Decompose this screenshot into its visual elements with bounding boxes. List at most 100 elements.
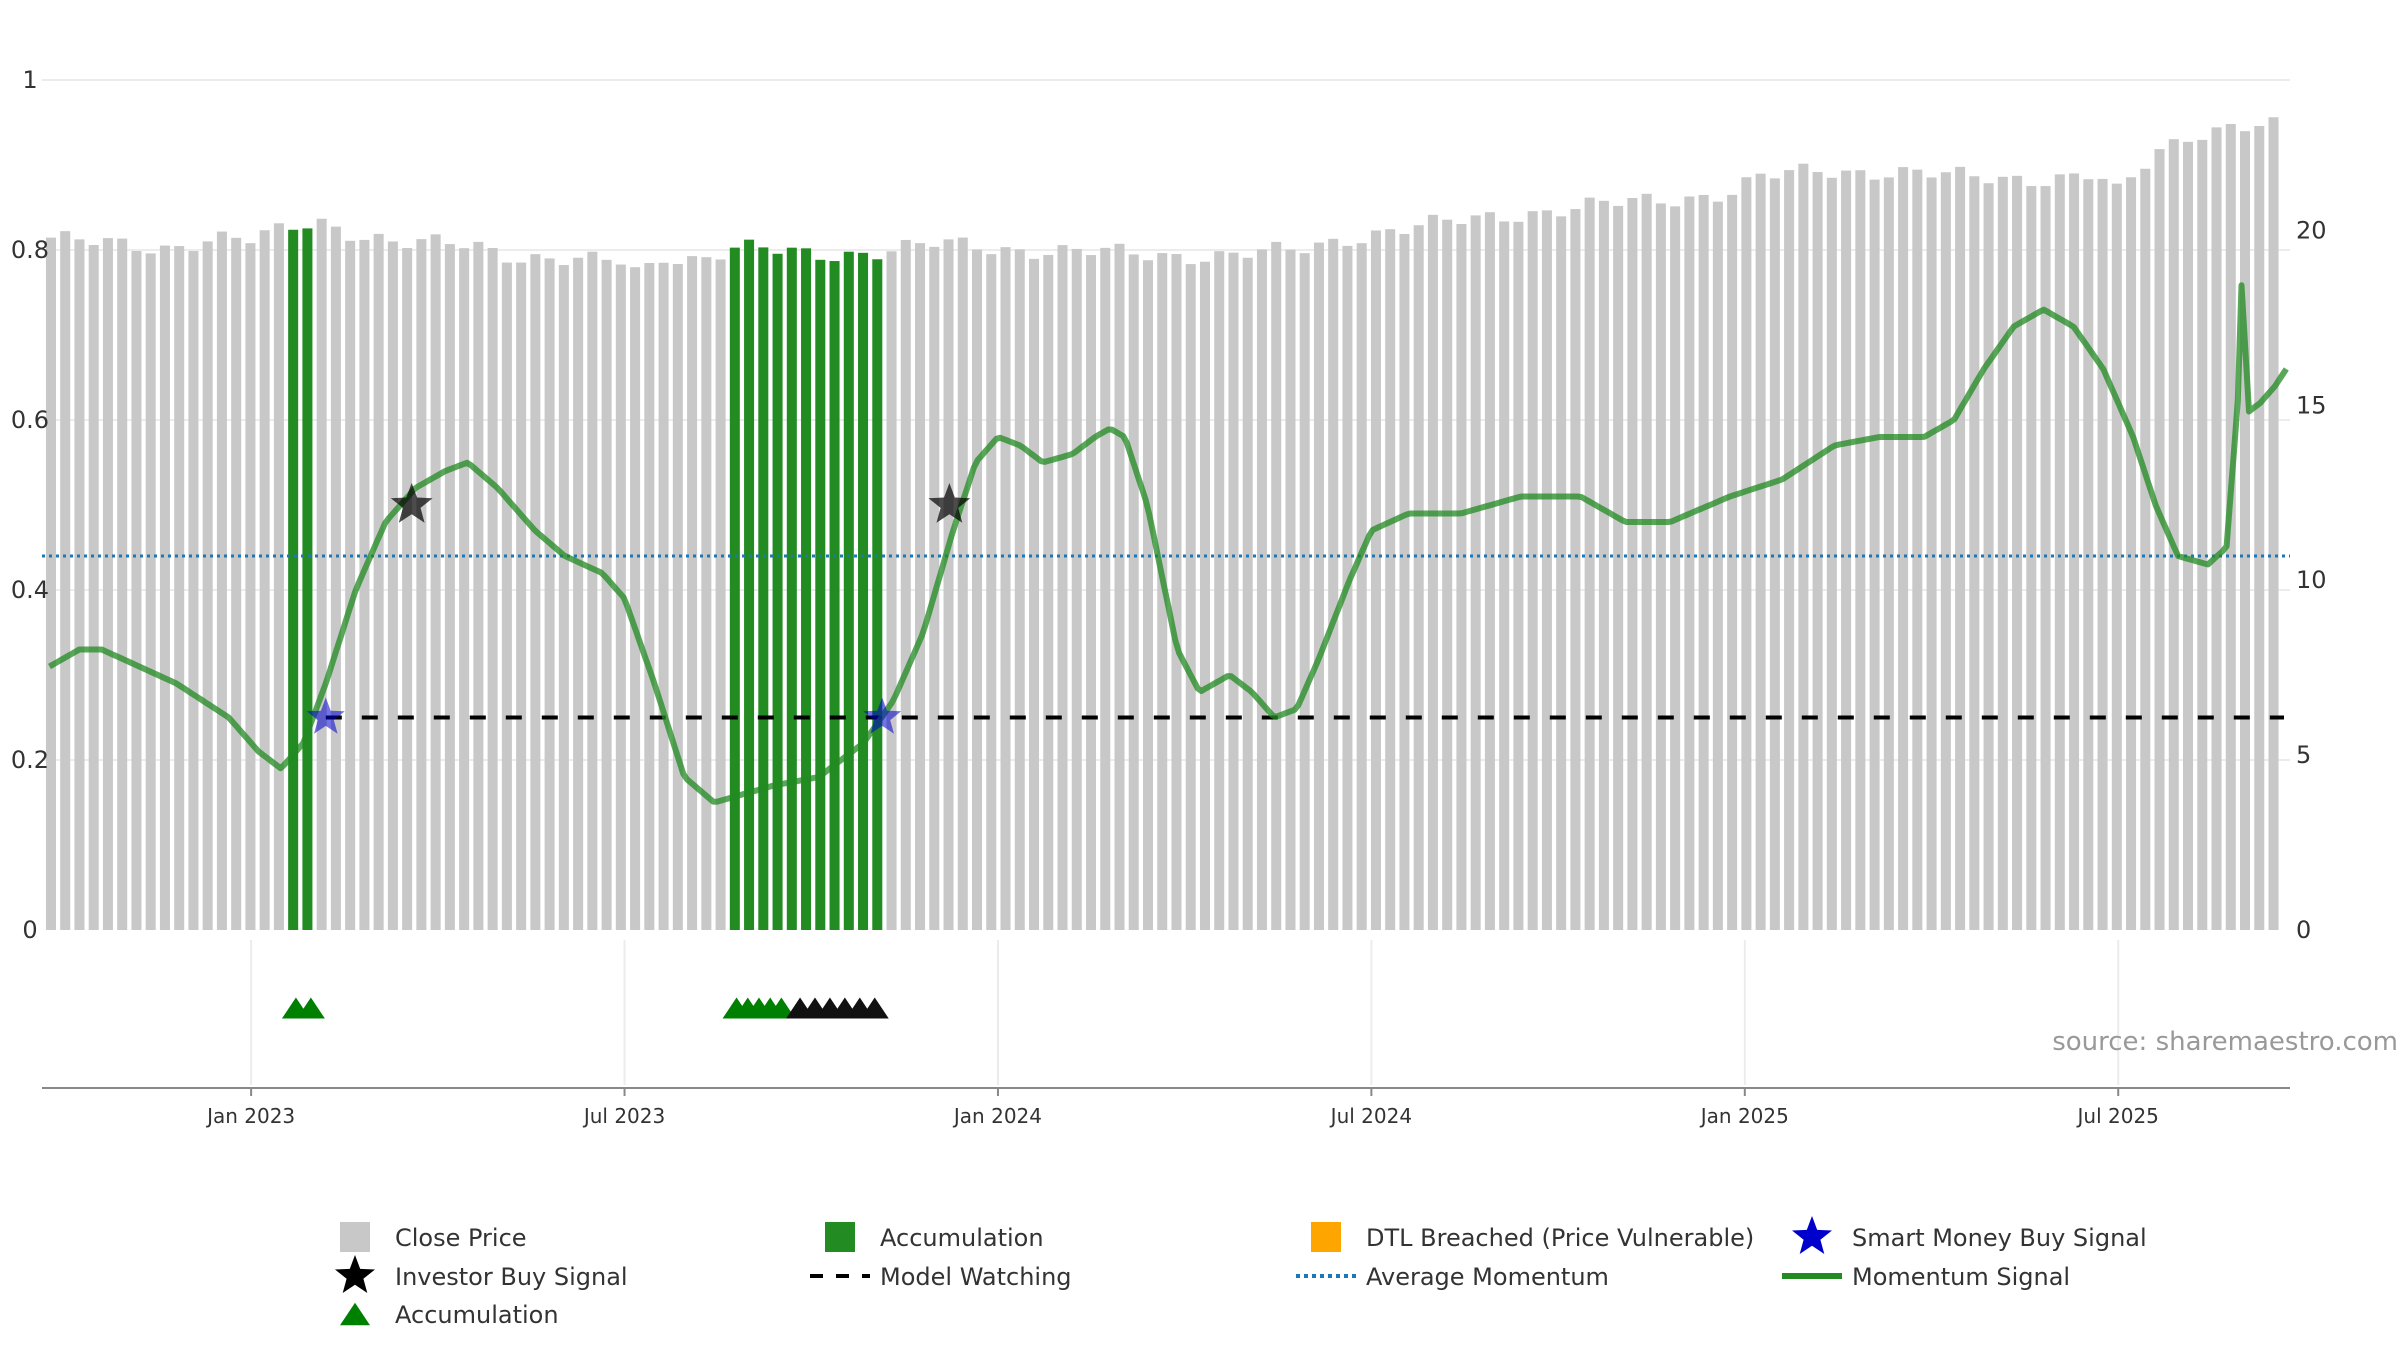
signal-lines (42, 282, 2290, 805)
close-price-bar (687, 256, 698, 931)
right-axis-tick: 10 (2296, 566, 2327, 594)
close-price-bar (188, 251, 199, 931)
left-axis-tick: 0 (22, 916, 37, 944)
close-price-bar (1841, 170, 1852, 930)
left-axis-tick: 0.6 (11, 406, 49, 434)
right-axis-tick: 15 (2296, 391, 2327, 419)
close-price-bar (1684, 196, 1695, 930)
close-price-bar (60, 231, 71, 930)
right-axis-tick: 20 (2296, 216, 2327, 244)
close-price-bar (1784, 170, 1795, 931)
close-price-bar (402, 248, 413, 930)
momentum-signal-line (48, 282, 2289, 805)
accumulation-bar (858, 252, 869, 930)
legend-model-watching: Model Watching (810, 1263, 1072, 1291)
legend: Close Price Accumulation DTL Breached (Pri… (335, 1216, 2147, 1329)
close-price-bar (1071, 248, 1082, 931)
close-price-bar (915, 243, 926, 930)
right-axis-tick: 5 (2296, 741, 2311, 769)
close-price-bar (2168, 139, 2179, 930)
close-price-bar (117, 238, 128, 931)
close-price-bar (2026, 186, 2037, 930)
source-note: source: sharemaestro.com (2052, 1027, 2398, 1057)
close-price-bar (1470, 215, 1481, 931)
close-price-bar (2197, 139, 2208, 931)
close-price-bar (1541, 210, 1552, 931)
close-price-bar (1997, 176, 2008, 930)
close-price-bar (986, 254, 997, 931)
close-price-bar (1000, 247, 1011, 931)
investor-buy-star (390, 483, 433, 523)
x-axis-tick-label: Jul 2025 (2076, 1104, 2159, 1128)
close-price-bar (2154, 149, 2165, 930)
close-price-bar (630, 267, 641, 930)
close-price-bar (245, 243, 256, 930)
close-price-bar (416, 239, 427, 931)
close-price-bar (1029, 258, 1040, 930)
close-price-bar (1370, 230, 1381, 930)
close-price-bar (544, 258, 555, 930)
close-price-bar (1855, 170, 1866, 930)
legend-accumulation-label: Accumulation (880, 1224, 1044, 1252)
left-axis-tick: 0.4 (11, 576, 49, 604)
close-price-bar (1057, 245, 1068, 931)
close-price-bar (1043, 254, 1054, 931)
close-price-bar (1114, 243, 1125, 931)
close-price-bar (1613, 205, 1624, 930)
close-price-bar (359, 239, 370, 930)
accumulation-bar (843, 251, 854, 930)
close-price-bar (1171, 254, 1182, 930)
close-price-bar (444, 244, 455, 930)
close-price-bar (516, 262, 527, 930)
close-price-bar (530, 254, 541, 931)
close-price-bar (1627, 198, 1638, 930)
close-price-bar (886, 251, 897, 930)
close-price-bar (1499, 221, 1510, 930)
close-price-bar (387, 241, 398, 930)
close-price-bar (1898, 167, 1909, 930)
close-price-bar (231, 237, 242, 930)
close-price-bar (2140, 168, 2151, 931)
close-price-bar (2040, 186, 2051, 930)
close-price-bar (74, 239, 85, 930)
close-price-bar (1199, 261, 1210, 931)
close-price-bar (345, 240, 356, 930)
close-price-bar (1940, 172, 1951, 931)
close-price-bar (1698, 194, 1709, 930)
close-price-bar (316, 218, 327, 930)
close-price-bar (501, 262, 512, 930)
close-price-bar (216, 231, 227, 930)
close-price-bar (1727, 194, 1738, 930)
close-price-bar (1769, 178, 1780, 930)
close-price-bar (273, 223, 284, 930)
close-price-bar (1826, 177, 1837, 931)
x-axis-tick-label: Jan 2023 (205, 1104, 295, 1128)
close-price-bar (1442, 219, 1453, 931)
close-price-bar (1100, 247, 1111, 931)
close-price-bar (587, 251, 598, 930)
close-price-bar (1484, 212, 1495, 930)
close-price-bar (558, 265, 569, 930)
close-price-bar (1256, 249, 1267, 931)
accumulation-bar (815, 259, 826, 930)
close-price-bar (2211, 127, 2222, 930)
legend-star (1792, 1216, 1832, 1254)
close-price-bar (957, 237, 968, 930)
close-price-bar (1014, 249, 1025, 931)
close-price-bar (1456, 224, 1467, 931)
close-price-bar (573, 257, 584, 930)
close-price-bar (487, 247, 498, 930)
close-price-bar (601, 259, 612, 930)
close-price-bar (2012, 175, 2023, 931)
legend-accumulation: Accumulation (825, 1222, 1044, 1252)
close-price-bar (2240, 131, 2251, 930)
close-price-bar (373, 233, 384, 930)
close-price-bar (1142, 260, 1154, 930)
close-price-bar (1242, 257, 1253, 931)
close-price-bar (45, 237, 56, 930)
close-price-bar (1527, 211, 1538, 930)
accumulation-bar (758, 247, 769, 930)
close-price-bar (1285, 249, 1296, 930)
close-price-bar (2097, 178, 2108, 931)
